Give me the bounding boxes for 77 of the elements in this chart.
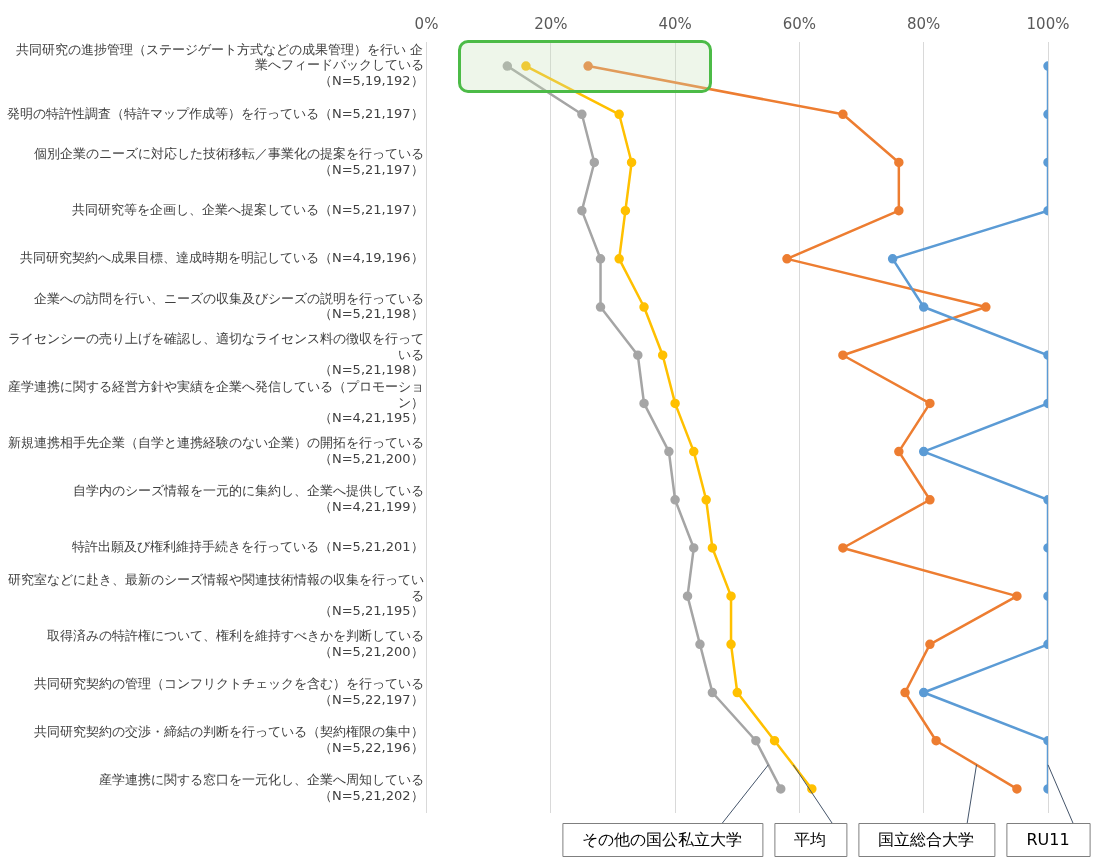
point (981, 302, 991, 312)
point (695, 639, 705, 650)
point (1012, 784, 1022, 794)
point (925, 495, 935, 505)
y-tick-label: 共同研究等を企画し、企業へ提案している（N=5,21,197） (71, 202, 424, 218)
point (838, 350, 848, 360)
point (707, 543, 718, 553)
point (894, 157, 904, 168)
point (614, 254, 624, 264)
point (664, 446, 674, 457)
y-tick-label: 産学連携に関する窓口を一元化し、企業へ周知している（N=5,21,202） (98, 772, 424, 804)
point (1012, 591, 1022, 601)
y-tick-label: 企業への訪問を行い、ニーズの収集及びシーズの説明を行っている（N=5,21,198） (33, 290, 424, 322)
point (633, 350, 643, 360)
point (838, 543, 848, 553)
point (595, 302, 606, 312)
point (577, 109, 587, 120)
point (894, 205, 904, 216)
point (639, 302, 649, 312)
point (682, 591, 693, 601)
point (589, 157, 600, 168)
y-tick-label: 共同研究の進捗管理（ステージゲート方式などの成果管理）を行い 企業へフィードバックしている（N=5,19,192） (16, 41, 424, 89)
y-tick-label: 共同研究契約の管理（コンフリクトチェックを含む）を行っている（N=5,22,197） (33, 676, 424, 707)
point (838, 109, 848, 120)
point (707, 687, 718, 698)
y-tick-label: 共同研究契約へ成果目標、達成時期を明記している（N=4,19,196） (19, 250, 424, 266)
x-tick-label: 60% (782, 14, 817, 33)
point (732, 687, 742, 698)
point (521, 61, 531, 71)
point (726, 591, 736, 601)
point (689, 543, 699, 553)
y-tick-label: 新規連携相手先企業（自学と連携経験のない企業）の開拓を行っている（N=5,21,200） (7, 435, 424, 466)
x-tick-label: 20% (534, 14, 568, 33)
x-tick-label: 100% (1026, 14, 1070, 33)
point (620, 205, 631, 216)
point (925, 398, 935, 409)
point (726, 639, 736, 650)
point (918, 446, 929, 457)
point (626, 157, 637, 168)
y-tick-label: 特許出願及び権利維持手続きを行っている（N=5,21,201） (71, 539, 424, 555)
point (925, 639, 935, 650)
text: 平均 (794, 829, 827, 849)
point (583, 61, 593, 71)
point (931, 735, 941, 746)
y-tick-label: 研究室などに赴き、最新のシーズ情報や関連技術情報の収集を行っている（N=5,21,195） (7, 571, 424, 619)
point (782, 254, 792, 264)
x-tick-label: 40% (658, 14, 692, 33)
point (577, 205, 587, 216)
point (595, 254, 606, 264)
y-tick-label: 発明の特許性調査（特許マップ作成等）を行っている（N=5,21,197） (6, 105, 424, 121)
point (769, 735, 780, 746)
point (639, 398, 649, 409)
point (614, 109, 624, 120)
y-tick-label: 自学内のシーズ情報を一元的に集約し、企業へ提供している（N=4,21,199） (72, 483, 424, 514)
point (900, 687, 910, 698)
point (670, 398, 680, 409)
point (918, 302, 929, 312)
text: 国立総合大学 (878, 829, 975, 849)
y-tick-label: 個別企業のニーズに対応した技術移転／事業化の提案を行っている（N=5,21,197） (33, 146, 424, 177)
point (657, 350, 668, 360)
y-tick-label: 共同研究契約の交渉・締結の判断を行っている（契約権限の集中）（N=5,22,196） (33, 724, 424, 755)
point (701, 495, 711, 505)
y-tick-label: 取得済みの特許権について、権利を維持すべきかを判断している（N=5,21,200） (46, 627, 424, 659)
point (751, 735, 761, 746)
point (689, 446, 699, 457)
x-tick-label: 0% (414, 14, 439, 33)
point (502, 61, 513, 71)
point (887, 254, 898, 264)
y-tick-label: ライセンシーの売り上げを確認し、適切なライセンス料の徴収を行っている（N=5,21,198） (7, 330, 424, 378)
text: その他の国公私立大学 (582, 829, 743, 849)
point (670, 495, 680, 505)
x-tick-label: 80% (907, 14, 941, 33)
point (894, 446, 904, 457)
y-tick-label: 産学連携に関する経営方針や実績を企業へ発信している（プロモーション）（N=4,21,195） (7, 379, 424, 426)
text: RU11 (1026, 829, 1070, 849)
point (918, 687, 929, 698)
point (776, 784, 786, 794)
